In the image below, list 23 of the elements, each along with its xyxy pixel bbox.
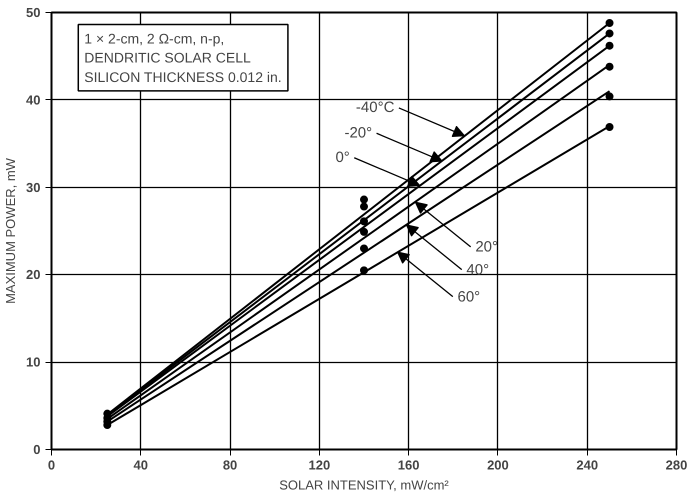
y-tick-label: 30 xyxy=(26,180,41,195)
y-tick-label: 10 xyxy=(26,354,41,370)
y-tick-label: 20 xyxy=(26,267,41,282)
annotation: -40°C xyxy=(356,99,395,116)
annotation: 20° xyxy=(475,238,498,256)
x-tick-label: 80 xyxy=(222,458,238,472)
x-tick-label: 40 xyxy=(134,458,148,472)
annotation: 1 × 2-cm, 2 Ω-cm, n-p, DENDRITIC SOLAR CELL SILICON THICKNESS 0.012 in. xyxy=(84,30,282,85)
x-tick-label: 0 xyxy=(48,458,56,472)
y-tick-label: 0 xyxy=(33,442,41,457)
x-tick-label: 240 xyxy=(576,458,598,472)
y-tick-label: 50 xyxy=(26,5,41,20)
y-tick-label: 40 xyxy=(26,92,41,108)
annotation: 40° xyxy=(466,261,490,278)
y-axis-title: MAXIMUM POWER, mW xyxy=(3,157,18,304)
annotation: -20° xyxy=(344,124,372,142)
x-axis-title: SOLAR INTENSITY, mW/cm² xyxy=(279,478,450,492)
x-tick-label: 200 xyxy=(487,458,509,472)
annotation: 0° xyxy=(335,149,350,166)
x-tick-label: 120 xyxy=(308,458,330,472)
annotation: 60° xyxy=(457,288,480,306)
x-tick-label: 160 xyxy=(398,458,420,472)
x-tick-label: 280 xyxy=(666,458,688,472)
